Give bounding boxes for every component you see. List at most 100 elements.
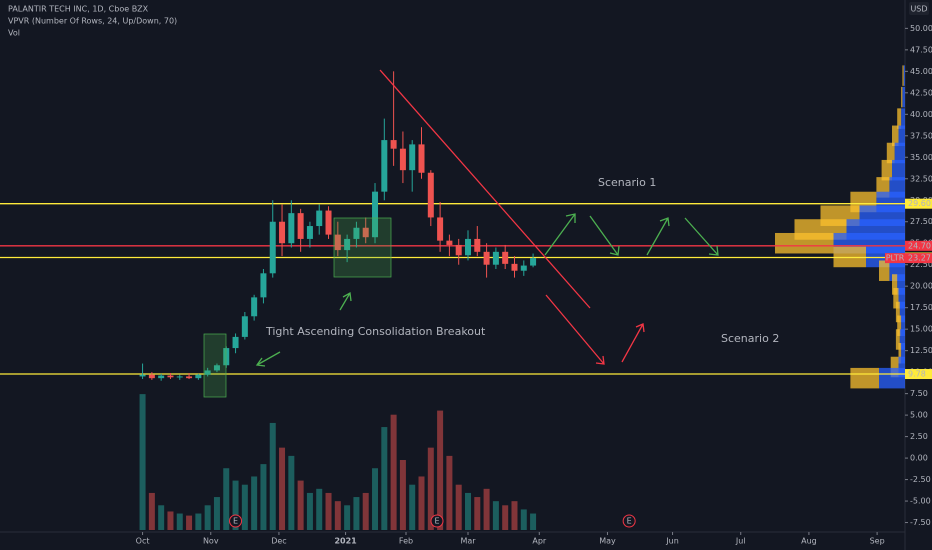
profile-up: [892, 159, 905, 181]
volume-bar: [334, 501, 341, 530]
x-tick-label: Jun: [665, 537, 679, 546]
candle-body: [502, 251, 509, 264]
y-tick-label: 47.50: [910, 45, 932, 54]
earnings-label: E: [233, 517, 238, 526]
y-tick-label: 12.50: [910, 346, 932, 355]
candle-body: [158, 375, 165, 379]
volume-bar: [437, 410, 444, 530]
profile-down: [897, 108, 902, 129]
candle-body: [344, 238, 351, 251]
volume-bar: [520, 509, 527, 530]
volume-bar: [195, 513, 202, 530]
candle-body: [288, 213, 295, 244]
volume-bar: [297, 480, 304, 530]
x-tick-label: Apr: [532, 537, 547, 546]
candle-body: [186, 376, 193, 379]
volume-bar: [455, 484, 462, 530]
consolidation-box: [203, 333, 227, 398]
volume-bar: [176, 513, 183, 530]
candle-body: [334, 234, 341, 251]
profile-up: [903, 65, 905, 86]
scenario-2-arrows: [545, 294, 645, 365]
volume-bar: [279, 447, 286, 530]
y-tick-label: 35.00: [910, 153, 932, 162]
candle-body: [232, 336, 239, 349]
y-tick-label: 5.00: [910, 411, 928, 420]
volume-bar: [232, 480, 239, 530]
currency: USD: [910, 5, 927, 14]
volume-bar: [204, 505, 211, 530]
y-tick-label: -7.50: [910, 518, 931, 527]
candle-body: [353, 227, 360, 239]
candle-body: [511, 263, 518, 271]
candle-body: [483, 251, 490, 265]
volume-bar: [158, 505, 165, 530]
x-tick-label: Nov: [203, 537, 219, 546]
candle-body: [306, 226, 313, 239]
volume-bar: [511, 501, 518, 530]
candle-body: [279, 221, 286, 244]
y-tick-label: 2.50: [910, 432, 928, 441]
last-price-label: 23.27: [908, 254, 931, 263]
volume-bar: [464, 492, 471, 530]
earnings-marker: [622, 514, 636, 528]
profile-down: [886, 142, 895, 164]
candle-body: [399, 148, 406, 171]
profile-up: [897, 274, 905, 295]
symbol-tag-label: PLTR: [886, 254, 905, 263]
profile-down: [901, 86, 903, 108]
volume-bar: [186, 515, 193, 530]
last-price-tag: [905, 253, 932, 264]
profile-down: [893, 287, 899, 309]
candle-body: [427, 172, 434, 218]
candle-body: [195, 374, 202, 379]
y-tick-label: 27.50: [910, 217, 932, 226]
earnings-label: E: [434, 517, 439, 526]
candle-body: [316, 210, 323, 227]
candle-body: [325, 210, 332, 235]
profile-down: [898, 342, 902, 364]
candle-body: [260, 273, 267, 298]
profile-down: [895, 301, 900, 323]
profile-down: [775, 232, 834, 254]
level-tag-label: 24.70: [908, 241, 931, 250]
x-tick-label: Jul: [735, 537, 746, 546]
y-tick-label: 42.50: [910, 88, 932, 97]
y-tick-label: 45.00: [910, 67, 932, 76]
level-tag-label: 9.78: [908, 370, 926, 379]
chart-title: PALANTIR TECH INC, 1D, Cboe BZX: [8, 5, 149, 14]
profile-up: [898, 125, 905, 147]
candle-body: [139, 374, 146, 377]
volume-bar: [502, 505, 509, 530]
currency-box: [909, 2, 929, 15]
annotation: Scenario 1: [598, 176, 656, 189]
earnings-marker: [229, 514, 243, 528]
y-tick-label: -5.00: [910, 497, 931, 506]
volume-bar: [306, 492, 313, 530]
profile-down: [890, 356, 899, 378]
volume-bar: [362, 492, 369, 530]
candle-body: [492, 251, 499, 265]
profile-down: [895, 329, 900, 350]
candle-body: [213, 365, 220, 371]
x-tick-label: Aug: [801, 537, 817, 546]
x-tick-label: 2021: [334, 537, 357, 546]
profile-up: [902, 86, 905, 108]
profile-up: [894, 142, 905, 164]
volume-bar: [390, 414, 397, 530]
volume-bar: [492, 501, 499, 530]
profile-up: [899, 329, 905, 350]
trend-line: [379, 69, 591, 309]
candle-body: [381, 140, 388, 192]
volume-bar: [381, 427, 388, 530]
candle-body: [176, 376, 183, 378]
volume-bar: [167, 511, 174, 530]
candle-body: [446, 240, 453, 245]
volume-bar: [148, 492, 155, 530]
volume-label: Vol: [8, 29, 20, 38]
volume-bar: [325, 492, 332, 530]
volume-bar: [353, 497, 360, 530]
profile-down: [850, 367, 879, 389]
candle-body: [530, 258, 537, 266]
